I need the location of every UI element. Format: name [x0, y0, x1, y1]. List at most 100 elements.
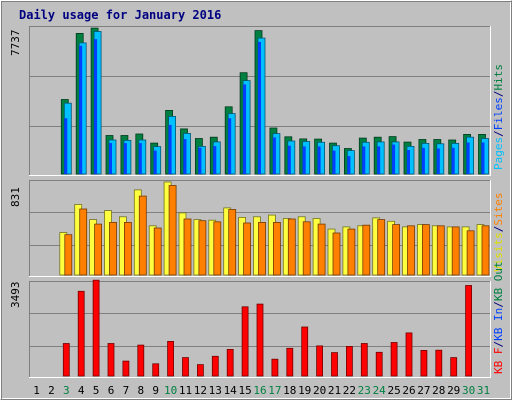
bar-files-day-30 — [466, 142, 470, 174]
day-label-15: 15 — [238, 384, 251, 397]
bar-files-day-11 — [183, 139, 187, 174]
bar-files-day-12 — [198, 147, 202, 174]
bar-files-day-31 — [481, 142, 485, 174]
bar-kb-f-day-23 — [360, 343, 368, 377]
bar-sites-day-27 — [421, 224, 430, 276]
day-label-28: 28 — [432, 384, 445, 397]
bar-sites-day-17 — [272, 221, 281, 276]
legend-text: KB Out — [492, 261, 505, 301]
bar-sites-day-11 — [183, 218, 192, 276]
bar-kb-f-day-26 — [405, 332, 413, 377]
bar-kb-f-day-17 — [271, 358, 279, 377]
bar-sites-day-3 — [64, 234, 73, 276]
day-label-24: 24 — [373, 384, 387, 397]
bar-sites-day-4 — [79, 208, 88, 276]
legend-text: / — [492, 91, 505, 98]
bar-sites-day-26 — [407, 225, 415, 276]
bar-sites-day-9 — [153, 227, 162, 276]
day-label-8: 8 — [137, 384, 144, 397]
bar-kb-f-day-3 — [62, 343, 70, 377]
bar-files-day-17 — [272, 137, 276, 174]
hits-max-label: 7737 — [9, 30, 22, 57]
day-label-18: 18 — [283, 384, 296, 397]
bar-files-day-29 — [451, 147, 455, 174]
legend-text: Pages — [492, 137, 505, 170]
day-label-10: 10 — [164, 384, 177, 397]
bar-kb-f-day-21 — [331, 352, 338, 377]
bar-files-day-15 — [243, 84, 247, 174]
bar-kb-f-day-7 — [122, 360, 130, 377]
bar-sites-day-28 — [436, 225, 445, 276]
bar-files-day-8 — [138, 143, 142, 174]
bar-kb-f-day-14 — [226, 348, 234, 377]
legend-text: Visits — [492, 232, 505, 272]
legend-text: Sites — [492, 193, 505, 226]
bar-files-day-4 — [79, 45, 83, 175]
hits-legend: Pages/Files/Hits — [492, 64, 505, 170]
bar-files-day-28 — [436, 148, 440, 174]
bar-kb-f-day-19 — [301, 326, 309, 377]
bar-sites-day-24 — [377, 219, 386, 276]
bar-kb-f-day-18 — [286, 347, 294, 377]
bar-sites-day-16 — [258, 221, 266, 276]
bar-files-day-19 — [302, 146, 306, 174]
bar-sites-day-12 — [198, 220, 207, 276]
legend-text: / — [492, 226, 505, 233]
day-label-9: 9 — [152, 384, 159, 397]
bar-files-day-10 — [168, 124, 172, 174]
bar-kb-f-day-11 — [182, 357, 189, 377]
bar-kb-f-day-30 — [465, 285, 473, 377]
bar-files-day-27 — [421, 147, 425, 174]
day-label-13: 13 — [209, 384, 222, 397]
bar-kb-f-day-13 — [211, 355, 219, 377]
hits-panel — [29, 26, 491, 176]
day-label-31: 31 — [477, 384, 490, 397]
bar-sites-day-23 — [362, 224, 371, 276]
bar-kb-f-day-25 — [390, 342, 398, 377]
bar-kb-f-day-15 — [241, 306, 249, 377]
bar-kb-f-day-27 — [420, 349, 428, 377]
bar-sites-day-30 — [466, 230, 475, 276]
bar-files-day-14 — [228, 118, 232, 174]
bar-files-day-22 — [347, 156, 351, 174]
legend-text: KB In — [492, 308, 505, 341]
day-label-27: 27 — [417, 384, 430, 397]
day-label-3: 3 — [63, 384, 70, 397]
day-label-21: 21 — [328, 384, 341, 397]
bar-sites-day-8 — [138, 195, 147, 276]
legend-text: Files — [492, 97, 505, 130]
bar-files-day-25 — [392, 144, 396, 174]
bar-sites-day-19 — [302, 221, 311, 276]
day-label-23: 23 — [358, 384, 371, 397]
bar-kb-f-day-4 — [77, 290, 85, 377]
bar-files-day-7 — [123, 143, 127, 174]
day-label-19: 19 — [298, 384, 311, 397]
bar-files-day-23 — [362, 146, 366, 174]
bar-kb-f-day-24 — [375, 351, 383, 377]
day-label-4: 4 — [78, 384, 85, 397]
legend-text: / — [492, 130, 505, 137]
day-label-7: 7 — [123, 384, 130, 397]
kbytes-max-label: 3493 — [9, 282, 22, 309]
day-label-17: 17 — [268, 384, 281, 397]
bar-sites-day-6 — [109, 221, 117, 276]
legend-text: KB F — [492, 348, 505, 375]
day-label-14: 14 — [224, 384, 238, 397]
legend-text: / — [492, 301, 505, 308]
bar-kb-f-day-10 — [167, 340, 175, 377]
day-label-11: 11 — [179, 384, 192, 397]
legend-text: / — [492, 341, 505, 348]
day-label-5: 5 — [93, 384, 100, 397]
bar-kb-f-day-6 — [107, 343, 115, 377]
bar-kb-f-day-12 — [196, 364, 204, 377]
bar-sites-day-18 — [287, 218, 296, 276]
bar-files-day-20 — [317, 146, 321, 174]
bar-sites-day-13 — [213, 221, 222, 276]
bar-kb-f-day-9 — [152, 363, 160, 377]
bar-files-day-21 — [332, 150, 336, 174]
legend-text: Hits — [492, 64, 505, 91]
bar-files-day-18 — [287, 145, 291, 174]
day-label-30: 30 — [462, 384, 475, 397]
kbytes-panel — [29, 279, 491, 378]
